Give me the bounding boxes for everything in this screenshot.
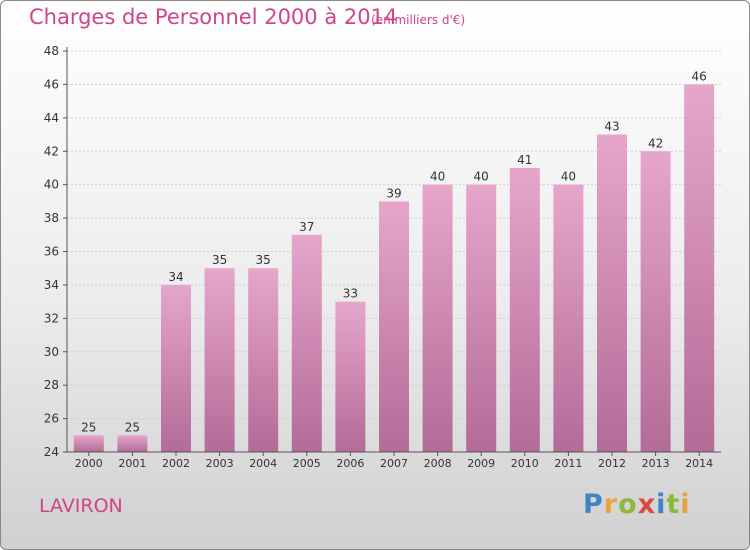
y-tick-label: 38	[44, 211, 59, 225]
x-tick-label-2005: 2005	[293, 457, 321, 470]
bar-2003[interactable]	[204, 268, 235, 452]
x-tick-label-2008: 2008	[424, 457, 452, 470]
logo-letter: i	[656, 489, 667, 520]
x-tick-label-2013: 2013	[642, 457, 670, 470]
bar-2002[interactable]	[161, 284, 191, 452]
y-tick-label: 48	[44, 44, 59, 58]
chart-unit: (en milliers d'€)	[371, 13, 466, 27]
y-tick-label: 32	[44, 311, 59, 325]
y-tick-label: 46	[44, 77, 59, 91]
data-label-2000: 25	[81, 420, 96, 434]
bar-2010[interactable]	[509, 167, 540, 453]
y-tick-label: 24	[44, 445, 59, 459]
y-tick-label: 26	[44, 412, 59, 426]
commune-name: LAVIRON	[39, 495, 123, 517]
bar-2014[interactable]	[684, 84, 715, 453]
x-tick-label-2000: 2000	[75, 457, 103, 470]
bar-2001[interactable]	[117, 435, 148, 452]
data-label-2010: 41	[517, 153, 532, 167]
data-label-2003: 35	[212, 253, 227, 267]
logo-letter: P	[583, 489, 604, 520]
x-tick-label-2009: 2009	[467, 457, 495, 470]
logo-letter: r	[603, 489, 619, 520]
x-tick-label-2002: 2002	[162, 457, 190, 470]
x-tick-label-2003: 2003	[206, 457, 234, 470]
y-tick-label: 42	[44, 144, 59, 158]
bar-2007[interactable]	[379, 201, 409, 452]
logo-letter: o	[618, 489, 638, 520]
data-label-2002: 34	[168, 270, 183, 284]
data-label-2009: 40	[474, 170, 489, 184]
bar-2000[interactable]	[73, 435, 104, 452]
x-tick-label-2004: 2004	[249, 457, 277, 470]
data-label-2011: 40	[561, 170, 576, 184]
data-label-2007: 39	[386, 186, 401, 200]
y-tick-label: 34	[44, 278, 59, 292]
bar-2011[interactable]	[553, 184, 584, 452]
data-label-2008: 40	[430, 170, 445, 184]
x-tick-label-2012: 2012	[598, 457, 626, 470]
bar-2006[interactable]	[335, 301, 366, 452]
proxiti-logo[interactable]: Proxiti	[583, 489, 691, 520]
data-label-2005: 37	[299, 220, 314, 234]
y-tick-label: 40	[44, 178, 59, 192]
chart-title: Charges de Personnel 2000 à 2014	[29, 5, 398, 29]
bar-2009[interactable]	[466, 184, 497, 452]
bar-chart: 25 25 34 35 35 37 33 39 40 40 41 40 43 42 46 24 26 28 30 3…	[44, 44, 721, 470]
bar-2012[interactable]	[597, 134, 627, 452]
y-tick-label: 36	[44, 245, 59, 259]
data-label-2013: 42	[648, 136, 663, 150]
logo-letter: i	[680, 489, 691, 520]
bar-2004[interactable]	[248, 268, 279, 452]
x-tick-label-2014: 2014	[685, 457, 713, 470]
y-tick-label: 30	[44, 345, 59, 359]
y-tick-label: 44	[44, 111, 59, 125]
x-tick-label-2007: 2007	[380, 457, 408, 470]
data-label-2004: 35	[256, 253, 271, 267]
x-tick-label-2001: 2001	[118, 457, 146, 470]
bar-2008[interactable]	[422, 184, 453, 452]
logo-letter: x	[637, 489, 657, 520]
bar-2005[interactable]	[291, 234, 322, 452]
data-label-2012: 43	[604, 120, 619, 134]
bar-2013[interactable]	[640, 151, 671, 452]
x-tick-label-2011: 2011	[554, 457, 582, 470]
x-tick-label-2006: 2006	[336, 457, 364, 470]
data-label-2001: 25	[125, 420, 140, 434]
y-tick-label: 28	[44, 378, 59, 392]
data-label-2014: 46	[692, 69, 707, 83]
data-label-2006: 33	[343, 287, 358, 301]
x-tick-label-2010: 2010	[511, 457, 539, 470]
logo-letter: t	[666, 489, 681, 520]
